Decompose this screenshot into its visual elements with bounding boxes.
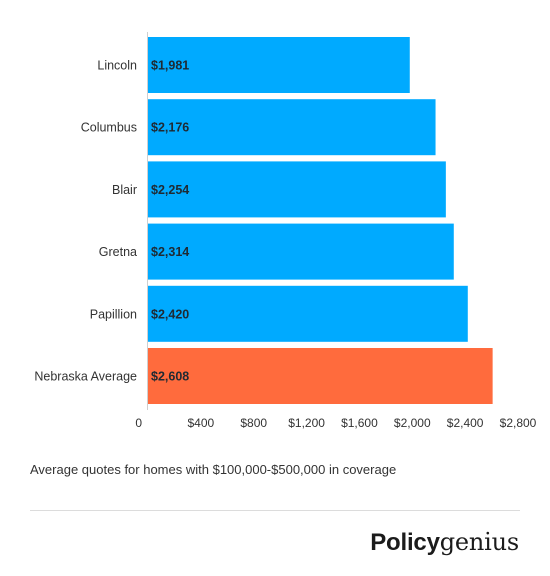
x-tick-label: $1,200 <box>288 416 325 430</box>
bar-papillion <box>148 285 468 342</box>
divider <box>30 510 520 511</box>
category-label-columbus: Columbus <box>81 121 137 135</box>
category-label-lincoln: Lincoln <box>97 59 137 73</box>
x-tick-label: $2,000 <box>394 416 431 430</box>
category-label-blair: Blair <box>112 183 137 197</box>
bar-chart: Lincoln Columbus Blair Gretna Papillion Nebra… <box>34 32 537 430</box>
bar-blair <box>148 161 446 218</box>
policygenius-logo: Policygenius <box>370 528 519 556</box>
value-label-columbus: $2,176 <box>151 121 189 135</box>
value-label-nebraska-average: $2,608 <box>151 370 189 384</box>
x-tick-label: $400 <box>188 416 215 430</box>
x-tick-label: $800 <box>240 416 267 430</box>
value-label-lincoln: $1,981 <box>151 59 189 73</box>
x-tick-label: 0 <box>135 416 142 430</box>
value-label-gretna: $2,314 <box>151 245 189 259</box>
bar-gretna <box>148 223 454 280</box>
bar-lincoln <box>148 37 410 93</box>
category-label-gretna: Gretna <box>99 245 137 259</box>
x-tick-label: $1,600 <box>341 416 378 430</box>
category-label-nebraska-average: Nebraska Average <box>34 370 137 384</box>
value-label-blair: $2,254 <box>151 183 189 197</box>
x-tick-label: $2,400 <box>447 416 484 430</box>
bar-nebraska-average <box>148 348 493 404</box>
category-label-papillion: Papillion <box>90 307 137 321</box>
value-label-papillion: $2,420 <box>151 307 189 321</box>
x-tick-label: $2,800 <box>500 416 537 430</box>
chart-footnote: Average quotes for homes with $100,000-$… <box>30 462 397 477</box>
bar-columbus <box>148 99 436 156</box>
